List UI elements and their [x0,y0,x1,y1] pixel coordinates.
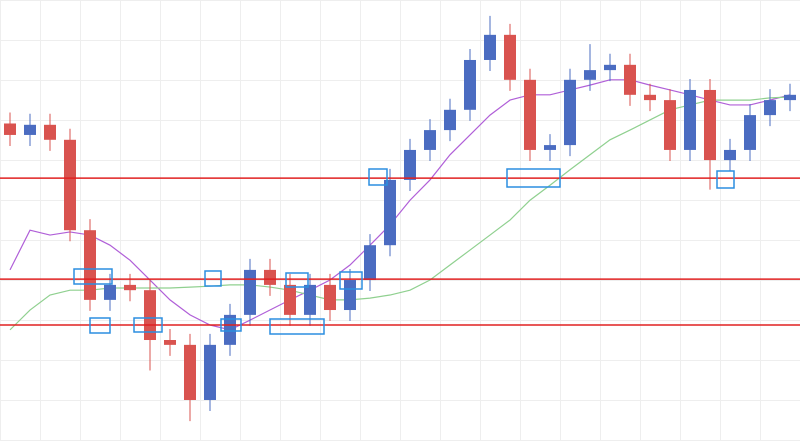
highlight-box [204,270,222,287]
candle-body [4,123,16,135]
candle-body [524,79,536,150]
highlight-box [269,318,325,335]
candle-body [724,149,736,161]
highlight-box [368,168,388,186]
candle-body [564,79,576,146]
highlight-box [339,271,363,290]
candle-body [664,100,676,150]
candle-body [584,70,596,80]
candle-body [64,139,76,231]
moving-average [9,79,791,331]
candle-body [404,149,416,180]
highlight-box [716,170,735,189]
candle-body [164,340,176,345]
candle-body [44,124,56,140]
candle-body [364,245,376,281]
highlight-box [133,317,163,333]
candle-body [784,94,796,101]
highlight-boxes [73,168,735,335]
candle-body [324,284,336,311]
candle-body [204,344,216,400]
candle-body [104,284,116,300]
candle-body [484,34,496,60]
candle-body [264,269,276,285]
highlight-box [506,168,561,188]
candle-body [644,94,656,101]
candle-body [84,230,96,300]
candle-body [304,284,316,315]
candle-body [464,59,476,110]
candle-body [344,280,356,311]
candle-body [184,344,196,400]
candle-body [424,130,436,150]
candle-body [764,100,776,116]
highlight-box [73,268,113,285]
candle-body [624,64,636,95]
candle-body [24,124,36,135]
candle-body [244,269,256,315]
candle-body [444,109,456,131]
highlight-box [89,317,111,334]
candle-body [144,290,156,341]
candle-body [124,284,136,291]
candle-body [284,284,296,315]
candle-body [384,179,396,246]
candle-body [684,89,696,150]
moving-average [9,96,791,331]
candle-body [604,64,616,71]
candle-body [704,89,716,161]
candle-body [744,115,756,150]
candle-body [224,314,236,345]
candle-body [504,34,516,80]
highlight-box [285,272,309,288]
candle-body [544,145,556,150]
highlight-box [220,318,242,332]
